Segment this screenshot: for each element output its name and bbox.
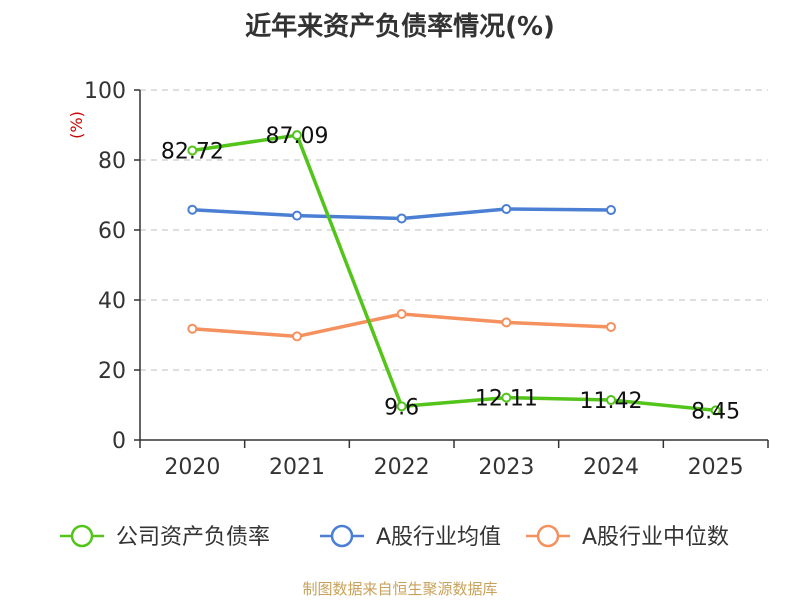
series-layer	[187, 130, 721, 416]
data-point	[606, 321, 616, 332]
data-point	[396, 401, 407, 412]
x-tick-label: 2020	[164, 455, 220, 480]
data-label: 87.09	[266, 124, 329, 149]
data-point	[292, 210, 302, 221]
legend-marker	[330, 524, 354, 548]
y-tick-label: 40	[98, 289, 126, 314]
y-tick-label: 0	[112, 429, 126, 454]
x-tick-label: 2024	[583, 455, 639, 480]
x-tick-label: 2022	[374, 455, 430, 480]
y-tick-label: 100	[84, 79, 126, 104]
data-point	[606, 205, 616, 216]
x-tick-label: 2021	[269, 455, 325, 480]
legend-marker	[536, 524, 560, 548]
data-label: 8.45	[691, 399, 740, 424]
data-point	[292, 130, 302, 141]
data-point	[396, 309, 407, 319]
legend-label: 公司资产负债率	[116, 525, 270, 550]
grid-lines	[140, 89, 768, 371]
y-tick-label: 20	[98, 359, 126, 384]
source-note: 制图数据来自恒生聚源数据库	[302, 580, 498, 598]
x-tick-label: 2023	[478, 455, 534, 480]
legend-label: A股行业均值	[376, 525, 501, 550]
x-tick-label: 2025	[688, 455, 744, 480]
data-point	[187, 323, 198, 334]
data-point	[710, 405, 721, 416]
y-tick-label: 80	[98, 149, 126, 174]
data-labels: 82.72 87.09 9.6 12.11 11.42 8.45	[161, 124, 740, 424]
data-point	[606, 395, 616, 406]
y-axis-unit: (%)	[67, 111, 86, 139]
data-label: 82.72	[161, 139, 224, 164]
data-label: 9.6	[384, 395, 419, 420]
data-point	[187, 145, 198, 156]
data-point	[501, 317, 512, 328]
axes: 0 20 40 60 80 100 (%) 2020 2021 2022 2023 2024 2025	[67, 79, 769, 480]
data-point	[187, 204, 198, 215]
data-point	[501, 392, 512, 403]
legend-label: A股行业中位数	[582, 525, 729, 550]
legend: 公司资产负债率 A股行业均值 A股行业中位数	[60, 524, 729, 550]
data-point	[396, 213, 407, 224]
data-point	[501, 204, 512, 214]
data-point	[292, 331, 302, 342]
data-label: 11.42	[580, 389, 643, 414]
legend-marker	[70, 524, 94, 548]
data-label: 12.11	[475, 387, 538, 412]
series-line-0	[192, 133, 716, 413]
y-tick-label: 60	[98, 219, 126, 244]
chart-title: 近年来资产负债率情况(%)	[245, 12, 555, 42]
